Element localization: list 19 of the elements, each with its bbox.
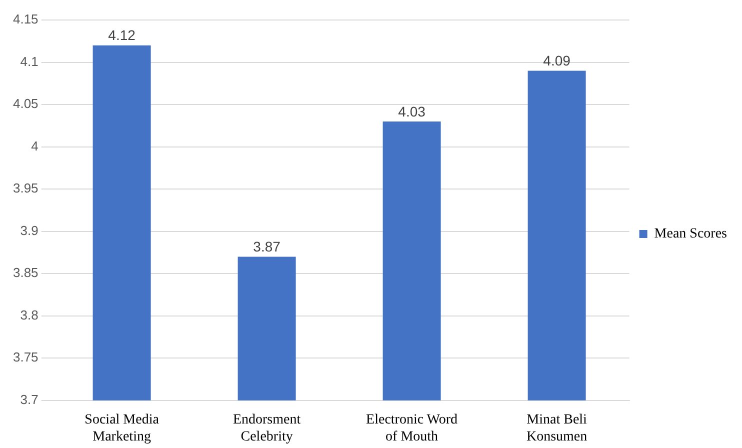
y-tick-label: 4 xyxy=(31,138,38,154)
y-tick-label: 4.15 xyxy=(12,12,38,27)
legend-label: Mean Scores xyxy=(654,226,728,242)
data-label: 4.09 xyxy=(543,52,571,69)
x-tick-label: Electronic Word of Mouth xyxy=(366,412,458,444)
data-label: 4.12 xyxy=(108,27,136,44)
y-tick-label: 4.05 xyxy=(12,96,38,112)
x-tick-label: Endorsment Celebrity xyxy=(232,412,301,444)
data-label: 3.87 xyxy=(253,238,281,255)
y-tick-label: 3.85 xyxy=(12,265,38,280)
x-tick-label: Minat Beli Konsumen xyxy=(526,412,588,444)
y-tick-label: 3.7 xyxy=(20,392,38,407)
x-tick-label: Social Media Marketing xyxy=(84,412,160,444)
y-tick-label: 3.95 xyxy=(12,180,38,196)
y-tick-label: 3.8 xyxy=(20,307,38,322)
y-tick-label: 3.75 xyxy=(12,350,38,365)
y-tick-label: 3.9 xyxy=(20,222,38,238)
y-tick-label: 4.1 xyxy=(20,54,38,69)
data-label: 4.03 xyxy=(398,103,426,120)
